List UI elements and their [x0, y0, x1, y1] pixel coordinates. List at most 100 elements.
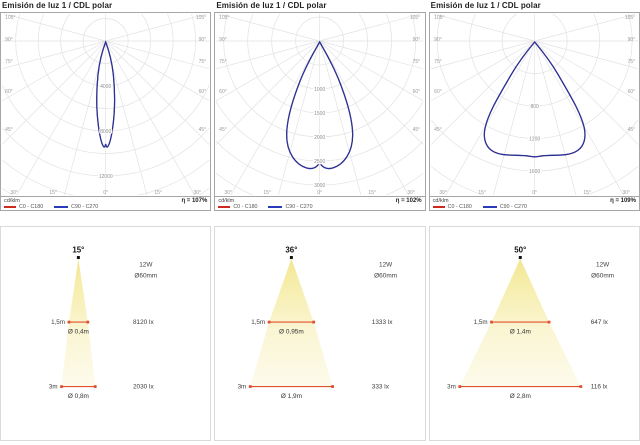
beam-cone-diagram: 15° 12W Ø60mm 1,5mØ 0,4m 8120 lx 3m Ø 0,8m 2030…	[49, 246, 157, 400]
angle-label-right: 45°	[413, 127, 421, 133]
angle-label-right: 90°	[627, 37, 635, 43]
angle-label-left: 90°	[434, 37, 442, 43]
angle-label-bottom: 15°	[49, 190, 57, 196]
ring-value-label: 2500	[314, 159, 325, 165]
c90-line-swatch	[54, 206, 69, 208]
measure-endpoint	[86, 320, 90, 324]
angle-label-right: 75°	[627, 59, 635, 65]
angle-label-left: 45°	[5, 127, 13, 133]
angle-label-right: 60°	[627, 89, 635, 95]
polar-plot-box: 105° 105° 90° 90° 75° 75° 60° 60° 45° 45° 30° 15° 0°…	[0, 12, 212, 211]
power-label: 12W	[139, 262, 153, 269]
angle-label-left: 60°	[219, 89, 227, 95]
beam-panel-1: 15° 12W Ø60mm 1,5m Ø 0,4m 8120 lx 3m Ø 0,8m 2030…	[0, 226, 212, 441]
power-label: 12W	[596, 262, 610, 269]
spot-diameter-label: Ø 0,8m	[68, 393, 89, 400]
spot-diameter-label: Ø 1,9m	[281, 393, 302, 400]
angle-label-left: 90°	[219, 37, 227, 43]
illuminance-label: 1333 lx	[372, 319, 394, 326]
panel-title: Emisión de luz 1 / CDL polar	[2, 1, 113, 10]
beam-cone-diagram: 36° 12W Ø60mm 1,5m Ø 0,95m 1333 lx 3m Ø 1,9m 333…	[238, 246, 398, 400]
c0-line-swatch	[218, 206, 231, 208]
beam-angle-label: 36°	[286, 246, 298, 255]
angle-label-bottom: 30°	[225, 190, 233, 196]
c0-legend-label: C0 - C180	[233, 204, 258, 210]
measure-endpoint	[547, 320, 551, 324]
measure-endpoint	[579, 385, 582, 388]
angle-label-bottom: 0°	[318, 190, 323, 196]
beam-angle-label: 15°	[72, 246, 84, 255]
ring-value-label: 4000	[100, 84, 111, 90]
legend-series-row: C0 - C180 C90 - C270	[432, 204, 636, 210]
panel-title: Emisión de luz 1 / CDL polar	[430, 1, 541, 10]
angle-label-bottom: 30°	[408, 190, 416, 196]
measure-endpoint	[60, 385, 63, 388]
lamp-dot	[518, 256, 522, 259]
polar-legend: cd/klm η = 107% C0 - C180 C90 - C270	[1, 196, 211, 210]
c90-line-swatch	[268, 206, 283, 208]
measure-endpoint	[67, 320, 71, 324]
distance-label: 1,5m	[473, 319, 487, 326]
c0-legend-label: C0 - C180	[447, 204, 472, 210]
illuminance-label: 333 lx	[372, 384, 390, 391]
polar-legend: cd/klm η = 102% C0 - C180 C90 - C270	[215, 196, 425, 210]
polar-grid	[430, 14, 638, 195]
angle-label-right: 75°	[413, 59, 421, 65]
illuminance-label: 8120 lx	[133, 319, 155, 326]
distance-label: 3m	[447, 384, 456, 391]
c0-line-swatch	[432, 206, 445, 208]
angle-label-bottom: 0°	[103, 190, 108, 196]
spot-diameter-label: Ø 1,4m	[509, 329, 530, 336]
angle-label-right: 60°	[413, 89, 421, 95]
beam-row: 15° 12W Ø60mm 1,5m Ø 0,4m 8120 lx 3m Ø 0,8m 2030…	[0, 226, 640, 441]
angle-label-right: 105°	[410, 15, 420, 21]
illuminance-label: 116 lx	[590, 384, 607, 391]
distance-label: 1,5m	[252, 319, 266, 326]
unit-label: cd/klm	[4, 198, 20, 204]
curve-c90-c270	[96, 40, 116, 148]
fixture-diameter-label: Ø60mm	[375, 272, 398, 279]
lamp-dot	[76, 256, 80, 259]
ring-value-label: 1600	[529, 169, 540, 175]
ring-value-label: 8000	[100, 129, 111, 135]
efficiency-value: η = 102%	[395, 198, 422, 204]
ring-value-label: 1000	[314, 87, 325, 93]
measure-endpoint	[93, 385, 97, 388]
angle-label-bottom: 15°	[583, 190, 591, 196]
unit-label: cd/klm	[432, 198, 449, 204]
efficiency-value: η = 107%	[181, 198, 208, 204]
legend-header-row: cd/klm η = 109%	[433, 198, 636, 204]
angle-label-bottom: 15°	[264, 190, 272, 196]
measure-endpoint	[458, 385, 461, 388]
angle-label-left: 60°	[434, 89, 442, 95]
ring-value-label: 1500	[314, 111, 325, 117]
beam-angle-label: 50°	[514, 246, 526, 255]
legend-header-row: cd/klm η = 107%	[4, 198, 207, 204]
c90-line-swatch	[482, 206, 497, 208]
distance-label: 3m	[238, 384, 247, 391]
angle-label-left: 75°	[434, 59, 442, 65]
angle-label-left: 105°	[434, 15, 444, 21]
angle-label-bottom: 30°	[10, 190, 18, 196]
polar-panel-2: Emisión de luz 1 / CDL polar 105° 105° 90°…	[214, 0, 426, 211]
angle-label-bottom: 30°	[439, 190, 447, 196]
angle-label-left: 45°	[434, 127, 442, 133]
beam-panel-2: 36° 12W Ø60mm 1,5m Ø 0,95m 1333 lx 3m Ø 1,9m 333…	[214, 226, 426, 441]
fixture-diameter-label: Ø60mm	[134, 272, 157, 279]
polar-plot-box: 105° 105° 90° 90° 75° 75° 60° 60° 45° 45° 30° 15° 0°…	[214, 12, 426, 211]
c90-legend-label: C90 - C270	[499, 204, 527, 210]
angle-label-bottom: 30°	[622, 190, 630, 196]
spot-diameter-label: Ø 0,4m	[68, 329, 89, 336]
illuminance-label: 647 lx	[590, 319, 608, 326]
fixture-diameter-label: Ø60mm	[591, 272, 614, 279]
c0-legend-label: C0 - C180	[19, 204, 44, 210]
ring-value-label: 1200	[529, 136, 540, 142]
angle-label-left: 90°	[5, 37, 13, 43]
c90-legend-label: C90 - C270	[285, 204, 313, 210]
angle-label-right: 45°	[199, 127, 207, 133]
measure-endpoint	[249, 385, 252, 388]
spot-diameter-label: Ø 0,95m	[279, 329, 304, 336]
angle-label-right: 90°	[199, 37, 207, 43]
angle-label-left: 75°	[219, 59, 227, 65]
